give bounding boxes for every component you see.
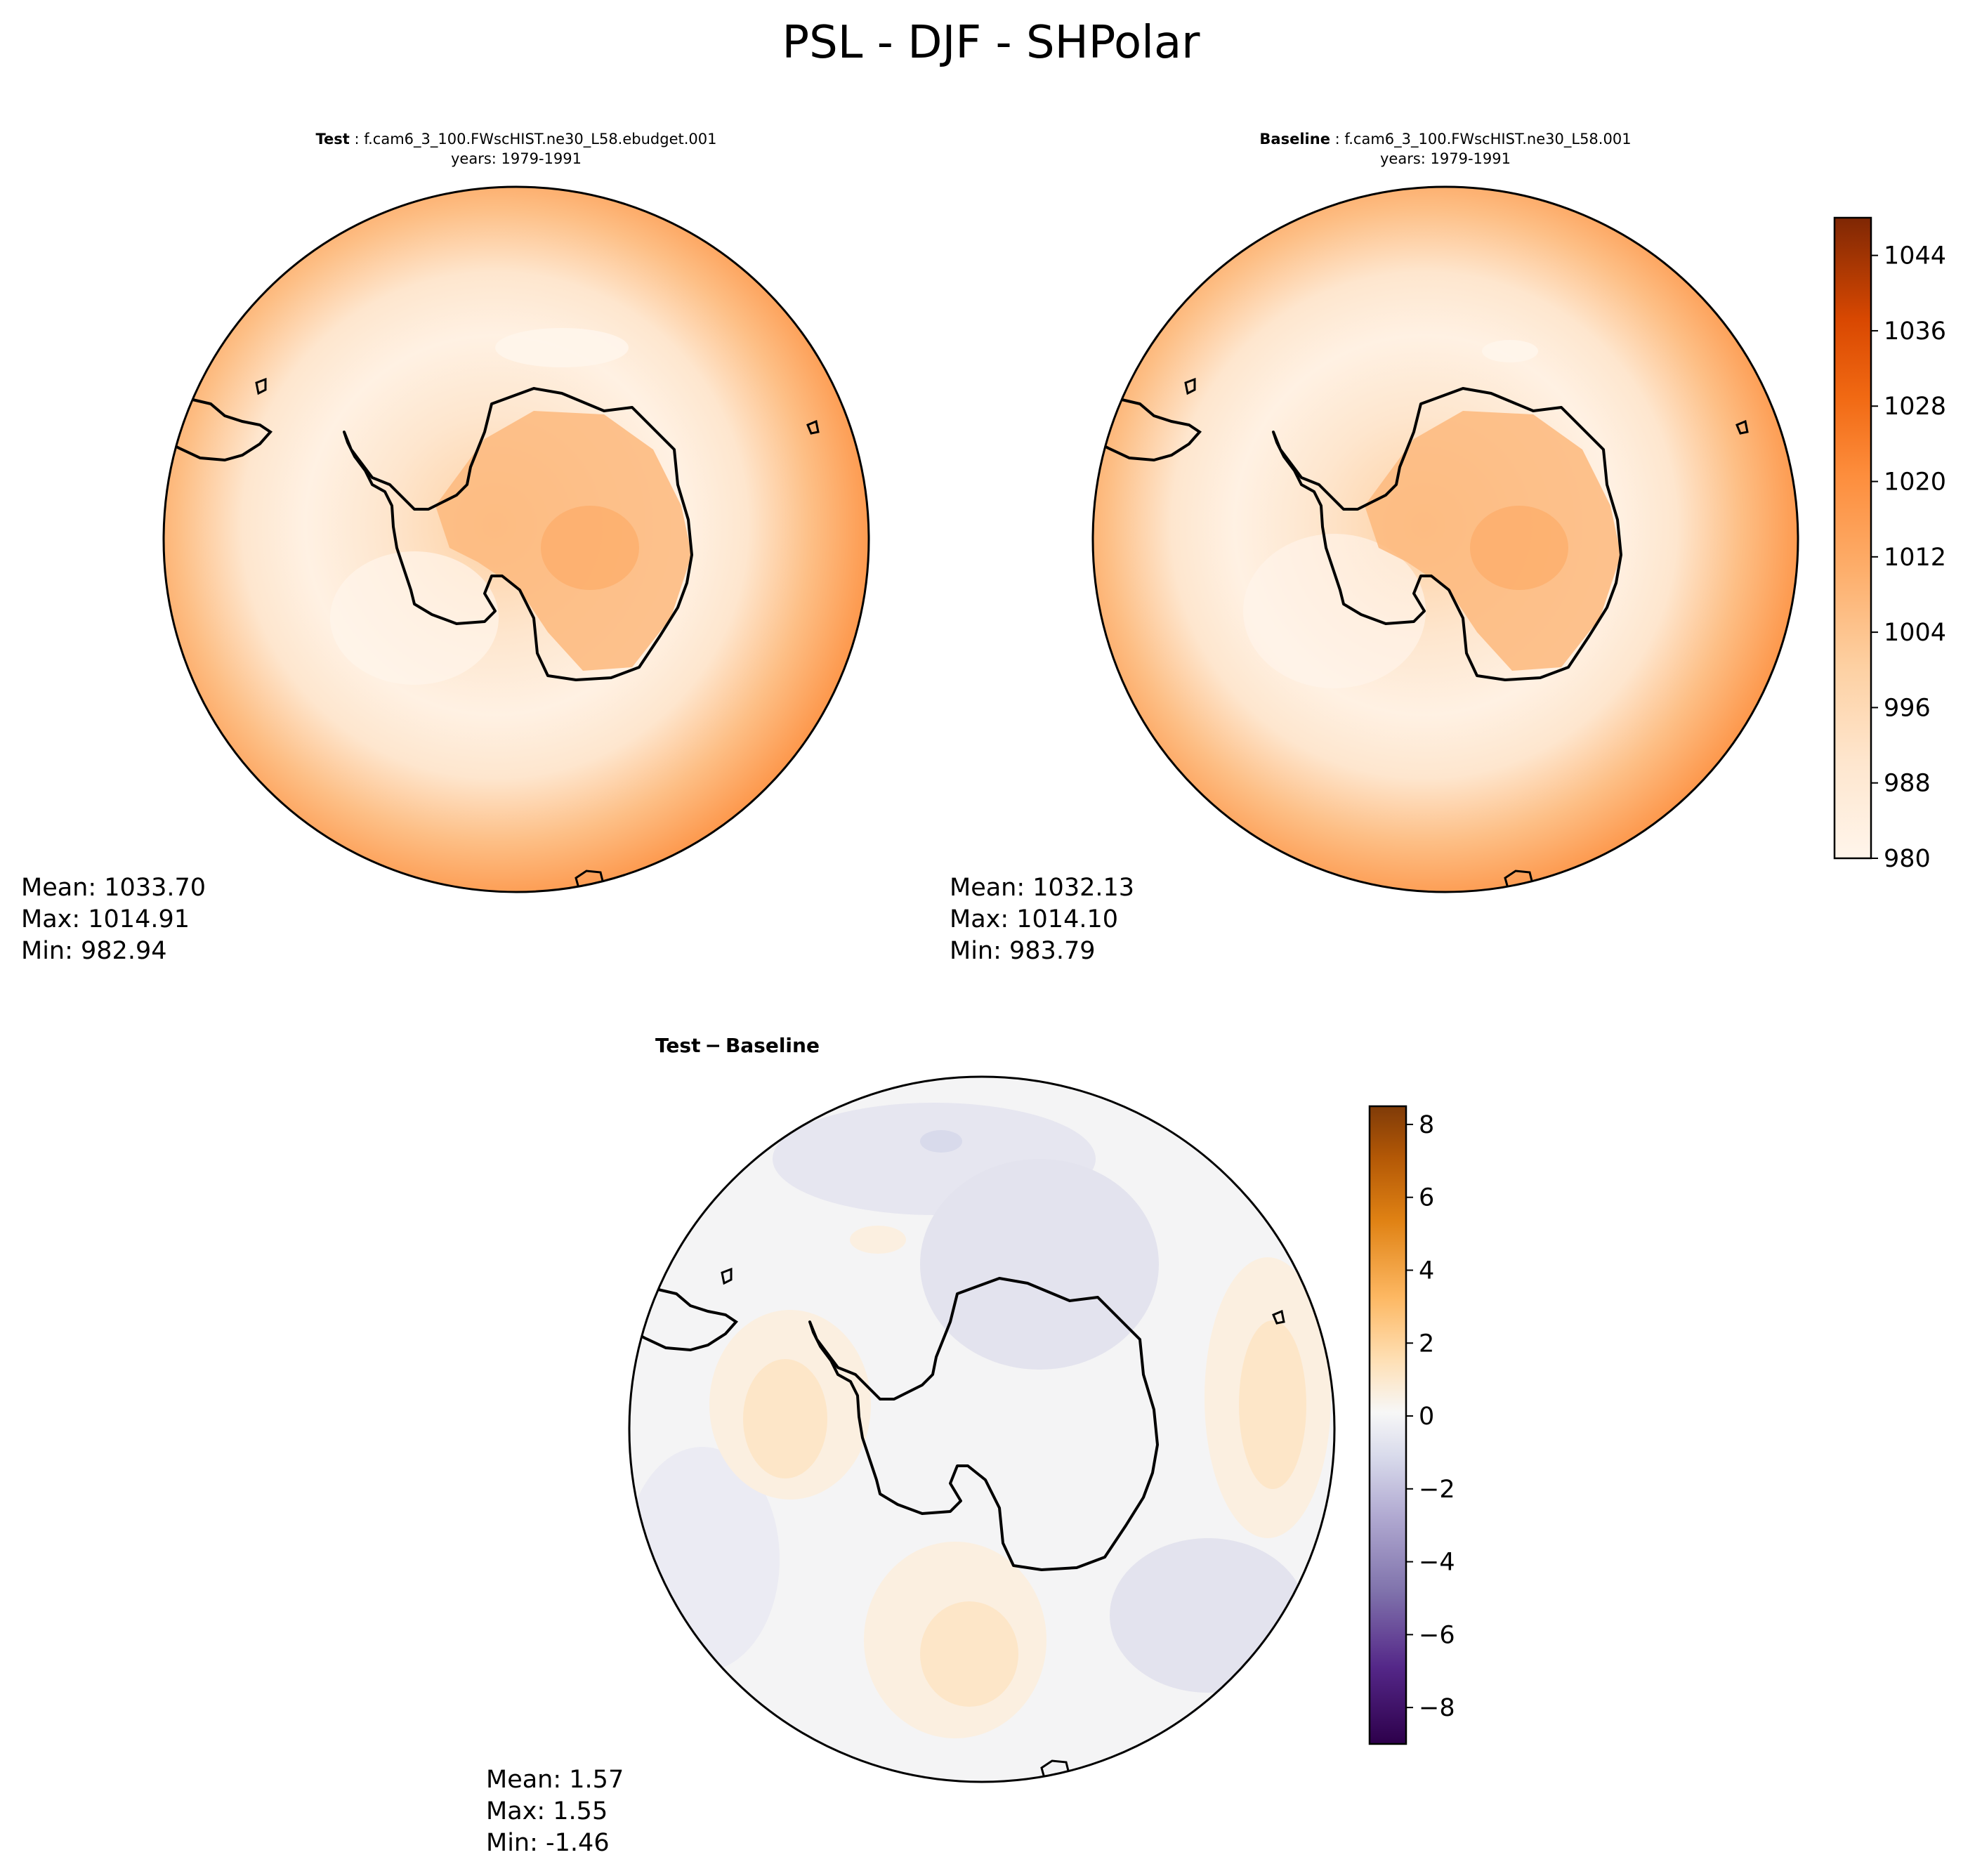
diff-stats: Mean: 1.57 Max: 1.55 Min: -1.46 (486, 1766, 624, 1857)
test-label: Test (316, 131, 350, 147)
baseline-high-region (1482, 340, 1538, 362)
antarctica-coastline (1272, 387, 1622, 681)
antarctica-coastline (808, 1277, 1159, 1571)
baseline-panel-title: Baseline : f.cam6_3_100.FWscHIST.ne30_L5… (1259, 131, 1631, 148)
colorbar-tick-label: 2 (1419, 1330, 1434, 1358)
colorbar-tick-label: 1004 (1884, 619, 1946, 647)
colorbar-tick-label: 1044 (1884, 242, 1946, 270)
test-max: Max: 1014.91 (21, 905, 190, 933)
baseline-high-region (1243, 534, 1426, 688)
diff-min: Min: -1.46 (486, 1829, 610, 1857)
diff-panel: Test − Baseline Mean: 1.57 Max: 1.5 (486, 1034, 1336, 1857)
baseline-label: Baseline (1259, 131, 1330, 147)
diff-colorbar-bar (1368, 1105, 1407, 1745)
colorbar-tick-label: −8 (1419, 1694, 1455, 1722)
south-america-coastline (634, 1287, 739, 1352)
diff-negative-region (920, 1159, 1159, 1370)
baseline-separator: : (1330, 131, 1344, 147)
colorbar-tick-label: 8 (1419, 1111, 1434, 1139)
colorbar-tick-label: −2 (1419, 1476, 1455, 1504)
test-mean: Mean: 1033.70 (21, 874, 206, 902)
baseline-map-boundary (1091, 185, 1799, 893)
diff-colorbar: 8 6 4 2 0 −2 −4 −6 −8 (1368, 1105, 1455, 1745)
south-america-coastline (1097, 398, 1202, 462)
diff-map-boundary (628, 1075, 1336, 1783)
colorbar-tick-label: 1020 (1884, 468, 1946, 497)
diff-max: Max: 1.55 (486, 1797, 608, 1825)
test-stats: Mean: 1033.70 Max: 1014.91 Min: 982.94 (21, 874, 206, 965)
diff-mean: Mean: 1.57 (486, 1766, 624, 1794)
diff-label-baseline: Baseline (726, 1034, 820, 1057)
test-high-region (495, 328, 629, 367)
baseline-map (1093, 187, 1798, 892)
colorbar-tick-label: 0 (1419, 1403, 1434, 1431)
test-high-region (330, 551, 499, 685)
baseline-mean: Mean: 1032.13 (950, 874, 1134, 902)
main-colorbar: 1044 1036 1028 1020 1012 1004 996 988 980 (1833, 216, 1946, 873)
diff-map (629, 1077, 1334, 1782)
main-colorbar-bar (1833, 216, 1872, 860)
figure-title: PSL - DJF - SHPolar (782, 17, 1201, 69)
diff-panel-title: Test − Baseline (655, 1034, 820, 1057)
colorbar-tick-label: −4 (1419, 1549, 1455, 1577)
baseline-min: Min: 983.79 (950, 937, 1096, 965)
main-colorbar-ticks: 1044 1036 1028 1020 1012 1004 996 988 980 (1871, 242, 1946, 873)
colorbar-tick-label: 1028 (1884, 393, 1946, 421)
colorbar-tick-label: −6 (1419, 1621, 1455, 1649)
test-case-name: f.cam6_3_100.FWscHIST.ne30_L58.ebudget.0… (364, 131, 716, 148)
colorbar-tick-label: 996 (1884, 694, 1931, 722)
test-years: years: 1979-1991 (451, 150, 582, 167)
baseline-case-name: f.cam6_3_100.FWscHIST.ne30_L58.001 (1344, 131, 1631, 148)
diff-label-test: Test (655, 1034, 700, 1057)
baseline-panel: Baseline : f.cam6_3_100.FWscHIST.ne30_L5… (950, 131, 1799, 965)
test-min: Min: 982.94 (21, 937, 167, 965)
test-map (164, 187, 869, 892)
baseline-max: Max: 1014.10 (950, 905, 1118, 933)
colorbar-tick-label: 6 (1419, 1184, 1434, 1212)
colorbar-tick-label: 1012 (1884, 544, 1946, 572)
baseline-years: years: 1979-1991 (1380, 150, 1511, 167)
colorbar-tick-label: 988 (1884, 770, 1931, 798)
test-separator: : (350, 131, 364, 147)
test-map-boundary (162, 185, 870, 893)
colorbar-tick-label: 1036 (1884, 317, 1946, 346)
test-panel: Test : f.cam6_3_100.FWscHIST.ne30_L58.eb… (21, 131, 870, 965)
diff-minus: − (704, 1034, 721, 1057)
south-america-coastline (168, 398, 273, 462)
colorbar-tick-label: 4 (1419, 1257, 1434, 1285)
baseline-stats: Mean: 1032.13 Max: 1014.10 Min: 983.79 (950, 874, 1134, 965)
test-panel-title: Test : f.cam6_3_100.FWscHIST.ne30_L58.eb… (316, 131, 717, 148)
antarctica-coastline (343, 387, 693, 681)
diff-negative-region (1110, 1538, 1306, 1693)
colorbar-tick-label: 980 (1884, 845, 1931, 873)
diff-colorbar-ticks: 8 6 4 2 0 −2 −4 −6 −8 (1406, 1111, 1455, 1722)
